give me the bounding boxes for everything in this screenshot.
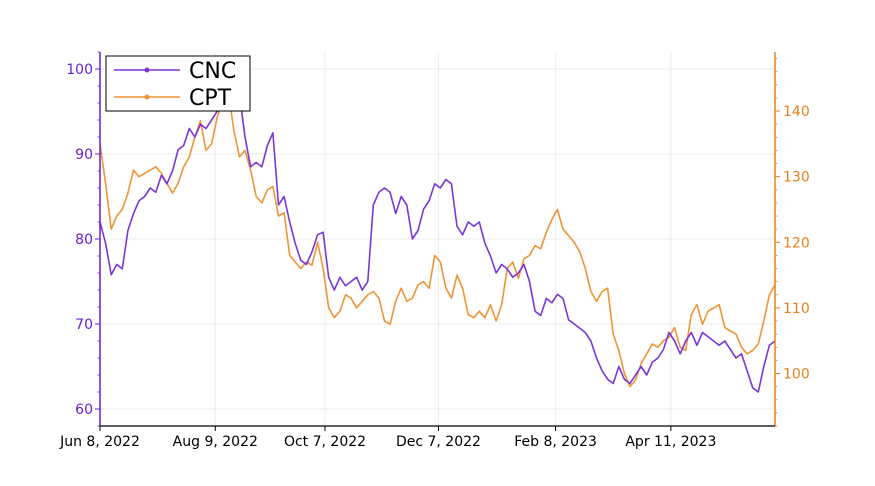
right-y-tick-label: 120: [783, 235, 810, 251]
left-y-tick-label: 80: [75, 232, 93, 248]
x-tick-label: Jun 8, 2022: [59, 434, 140, 450]
legend-marker-cpt: [144, 94, 150, 100]
right-y-tick-label: 110: [783, 301, 810, 317]
x-tick-label: Feb 8, 2023: [514, 434, 597, 450]
series-layer: [100, 85, 775, 393]
legend-box: [105, 55, 251, 112]
right-y-tick-label: 130: [783, 170, 810, 186]
x-tick-label: Aug 9, 2022: [173, 434, 258, 450]
x-tick-label: Dec 7, 2022: [396, 434, 481, 450]
left-y-tick-label: 90: [75, 147, 93, 163]
x-tick-label: Oct 7, 2022: [284, 434, 366, 450]
right-y-tick-label: 100: [783, 367, 810, 383]
series-line-cnc: [100, 85, 775, 393]
right-y-tick-label: 140: [783, 104, 810, 120]
x-tick-label: Apr 11, 2023: [625, 434, 716, 450]
series-line-cpt: [100, 90, 775, 388]
left-y-tick-label: 100: [66, 62, 93, 78]
axes: Jun 8, 2022 Aug 9, 2022 Oct 7, 2022 Dec 7, …: [59, 51, 810, 450]
legend-label-cnc: CNC: [189, 59, 236, 84]
left-y-tick-label: 60: [75, 402, 93, 418]
legend-marker-cnc: [144, 67, 150, 73]
left-y-tick-label: 70: [75, 317, 93, 333]
legend-label-cpt: CPT: [189, 86, 232, 111]
